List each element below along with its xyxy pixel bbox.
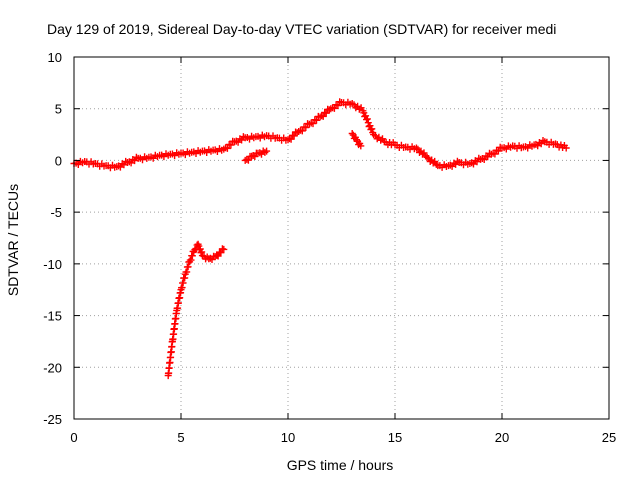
x-tick-label: 5: [177, 430, 184, 445]
data-point-trace: [254, 131, 268, 142]
y-tick-label: 5: [55, 102, 62, 117]
chart-title: Day 129 of 2019, Sidereal Day-to-day VTE…: [47, 21, 556, 37]
grid-lines: [74, 57, 609, 419]
data-point-trace: [468, 154, 483, 168]
data-point-trace: [532, 137, 547, 150]
data-point-trace: [249, 149, 260, 160]
data-point-trace: [436, 161, 450, 171]
data-point-trace: [179, 148, 194, 159]
data-point-trace: [158, 150, 172, 161]
data-point: [357, 142, 365, 150]
data-point-trace: [232, 133, 247, 146]
data-point: [263, 147, 271, 155]
data-point-trace: [147, 151, 161, 162]
x-axis-label: GPS time / hours: [287, 457, 394, 473]
data-point-trace: [243, 132, 258, 143]
data-point-trace: [553, 141, 568, 151]
data-point-trace: [425, 155, 440, 168]
y-tick-label: -5: [50, 205, 62, 220]
data-point-trace: [195, 242, 206, 257]
data-point-trace: [190, 147, 204, 157]
data-point-trace: [382, 138, 397, 149]
x-tick-label: 10: [281, 430, 295, 445]
data-point-trace: [350, 101, 365, 113]
y-tick-label: 0: [55, 153, 62, 168]
x-tick-label: 20: [495, 430, 509, 445]
data-point: [198, 252, 206, 260]
data-point-trace: [243, 152, 254, 164]
data-point: [423, 153, 431, 161]
x-tick-label: 25: [602, 430, 616, 445]
axis-ticks: 0 5 10 15 20 25 -25 -20 -15 -10 -5 0 5 10: [43, 50, 616, 445]
data-point-trace: [478, 149, 493, 163]
data-point-trace: [164, 338, 176, 377]
data-point-trace: [206, 252, 218, 263]
y-tick-label: -15: [43, 309, 62, 324]
data-point-trace: [178, 274, 189, 292]
data-point-trace: [125, 153, 140, 167]
data-point-trace: [329, 98, 344, 112]
data-point-trace: [72, 157, 87, 168]
plot-frame: [73, 56, 610, 420]
data-point-trace: [115, 157, 130, 171]
data-point-trace: [522, 141, 536, 152]
data-point: [412, 144, 420, 152]
data-point-trace: [201, 146, 215, 156]
data-point-trace: [349, 131, 359, 142]
y-tick-label: -25: [43, 412, 62, 427]
data-point-trace: [168, 149, 183, 160]
y-tick-label: -10: [43, 257, 62, 272]
data-point: [353, 136, 360, 144]
data-point-trace: [211, 145, 226, 155]
data-point-trace: [500, 142, 515, 153]
data-point-trace: [136, 153, 151, 164]
data-points: [70, 98, 570, 380]
data-point-trace: [371, 132, 386, 144]
y-axis-label: SDTVAR / TECUs: [5, 184, 21, 296]
data-point-trace: [446, 157, 461, 170]
data-point: [562, 144, 570, 152]
data-point: [348, 130, 356, 137]
x-tick-label: 0: [70, 430, 77, 445]
data-point: [220, 245, 228, 253]
data-point-trace: [354, 137, 364, 149]
y-tick-label: -20: [43, 360, 62, 375]
y-tick-label: 10: [48, 50, 62, 65]
data-point-trace: [360, 109, 377, 137]
data-point-trace: [414, 145, 430, 160]
x-tick-label: 15: [388, 430, 402, 445]
